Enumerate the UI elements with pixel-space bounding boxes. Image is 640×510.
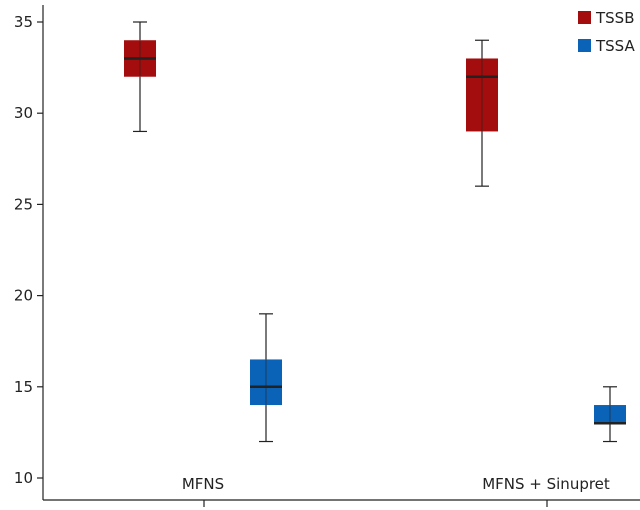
box-tssa-mfns [250,313,282,443]
y-tick-label: 30 [14,104,33,122]
box-tssb-mfns [124,21,156,133]
legend-swatch-tssb [578,11,591,24]
legend-swatch-tssa [578,39,591,52]
box-tssa-mfns-sinupret [594,386,626,443]
y-tick-label: 20 [14,287,33,305]
y-tick-label: 15 [14,378,33,396]
box-tssb-mfns-sinupret [466,39,498,187]
box-plot-area [124,21,626,443]
x-category-label: MFNS [182,475,224,493]
legend-label-tssb: TSSB [595,9,635,27]
y-tick-label: 25 [14,195,33,213]
y-tick-label: 35 [14,13,33,31]
x-category-label: MFNS + Sinupret [482,475,610,493]
legend: TSSB TSSA [578,9,635,55]
y-tick-label: 10 [14,469,33,487]
legend-label-tssa: TSSA [595,37,635,55]
axes: 10 15 20 25 30 35 MFNS MFNS + Sinupret [14,5,640,507]
